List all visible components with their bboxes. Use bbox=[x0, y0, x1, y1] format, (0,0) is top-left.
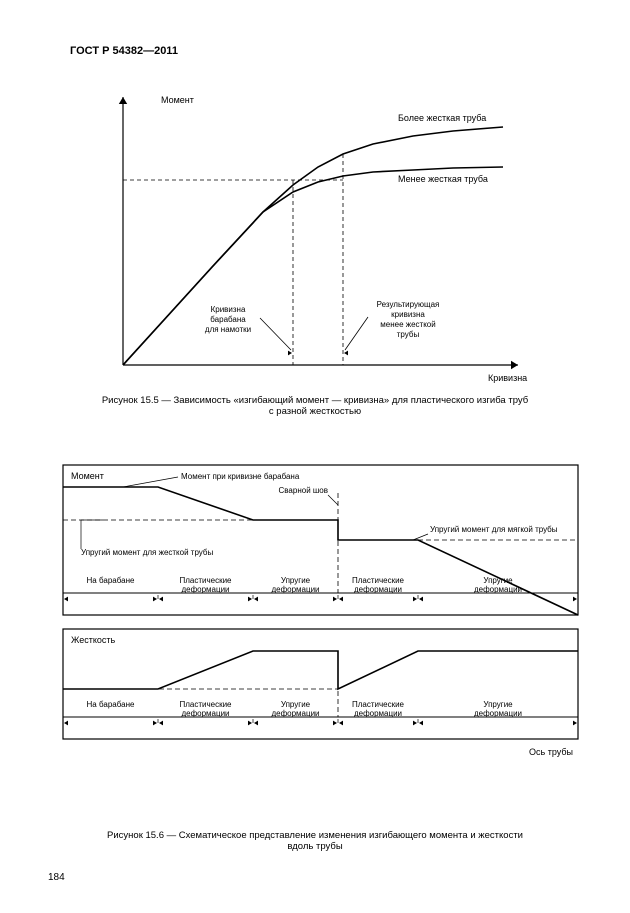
svg-text:Результирующая: Результирующая bbox=[377, 300, 440, 309]
svg-text:Упругий момент для мягкой труб: Упругий момент для мягкой трубы bbox=[430, 525, 558, 534]
svg-text:Менее жесткая труба: Менее жесткая труба bbox=[398, 174, 488, 184]
figure-15-5: Момент Кривизна Более жесткая труба Менее ж… bbox=[95, 75, 535, 385]
svg-text:Пластические: Пластические bbox=[352, 576, 405, 585]
svg-text:деформации: деформации bbox=[181, 709, 229, 718]
svg-text:Жесткость: Жесткость bbox=[71, 635, 115, 645]
svg-text:Кривизна: Кривизна bbox=[211, 305, 246, 314]
svg-text:Кривизна: Кривизна bbox=[488, 373, 527, 383]
svg-text:деформации: деформации bbox=[181, 585, 229, 594]
svg-text:деформации: деформации bbox=[271, 585, 319, 594]
page-number: 184 bbox=[48, 872, 65, 883]
document-header: ГОСТ Р 54382—2011 bbox=[70, 45, 178, 57]
svg-text:кривизна: кривизна bbox=[391, 310, 425, 319]
svg-text:для намотки: для намотки bbox=[205, 325, 251, 334]
svg-text:деформации: деформации bbox=[474, 585, 522, 594]
svg-text:Ось трубы: Ось трубы bbox=[529, 747, 573, 757]
figure-15-5-caption: Рисунок 15.5 — Зависимость «изгибающий м… bbox=[35, 395, 595, 417]
svg-text:Упругий момент для жесткой тру: Упругий момент для жесткой трубы bbox=[81, 548, 213, 557]
svg-text:Упругие: Упругие bbox=[281, 576, 311, 585]
svg-text:Упругие: Упругие bbox=[483, 576, 513, 585]
svg-text:деформации: деформации bbox=[271, 709, 319, 718]
svg-text:Пластические: Пластические bbox=[179, 576, 232, 585]
svg-text:Упругие: Упругие bbox=[281, 700, 311, 709]
svg-text:На барабане: На барабане bbox=[87, 700, 135, 709]
svg-text:деформации: деформации bbox=[354, 585, 402, 594]
svg-text:Момент: Момент bbox=[161, 95, 194, 105]
figure-15-6-caption: Рисунок 15.6 — Схематическое представлен… bbox=[35, 830, 595, 852]
svg-text:деформации: деформации bbox=[474, 709, 522, 718]
svg-text:Упругие: Упругие bbox=[483, 700, 513, 709]
svg-text:На барабане: На барабане bbox=[87, 576, 135, 585]
svg-text:Сварной шов: Сварной шов bbox=[278, 486, 328, 495]
svg-text:трубы: трубы bbox=[397, 330, 420, 339]
svg-text:менее жесткой: менее жесткой bbox=[380, 320, 435, 329]
svg-text:деформации: деформации bbox=[354, 709, 402, 718]
svg-text:барабана: барабана bbox=[210, 315, 246, 324]
figure-15-6: Момент Момент при кривизне барабана Сварно… bbox=[58, 460, 588, 800]
svg-text:Пластические: Пластические bbox=[352, 700, 405, 709]
svg-text:Пластические: Пластические bbox=[179, 700, 232, 709]
svg-text:Более жесткая труба: Более жесткая труба bbox=[398, 113, 486, 123]
svg-text:Момент: Момент bbox=[71, 471, 104, 481]
svg-text:Момент при кривизне барабана: Момент при кривизне барабана bbox=[181, 472, 300, 481]
